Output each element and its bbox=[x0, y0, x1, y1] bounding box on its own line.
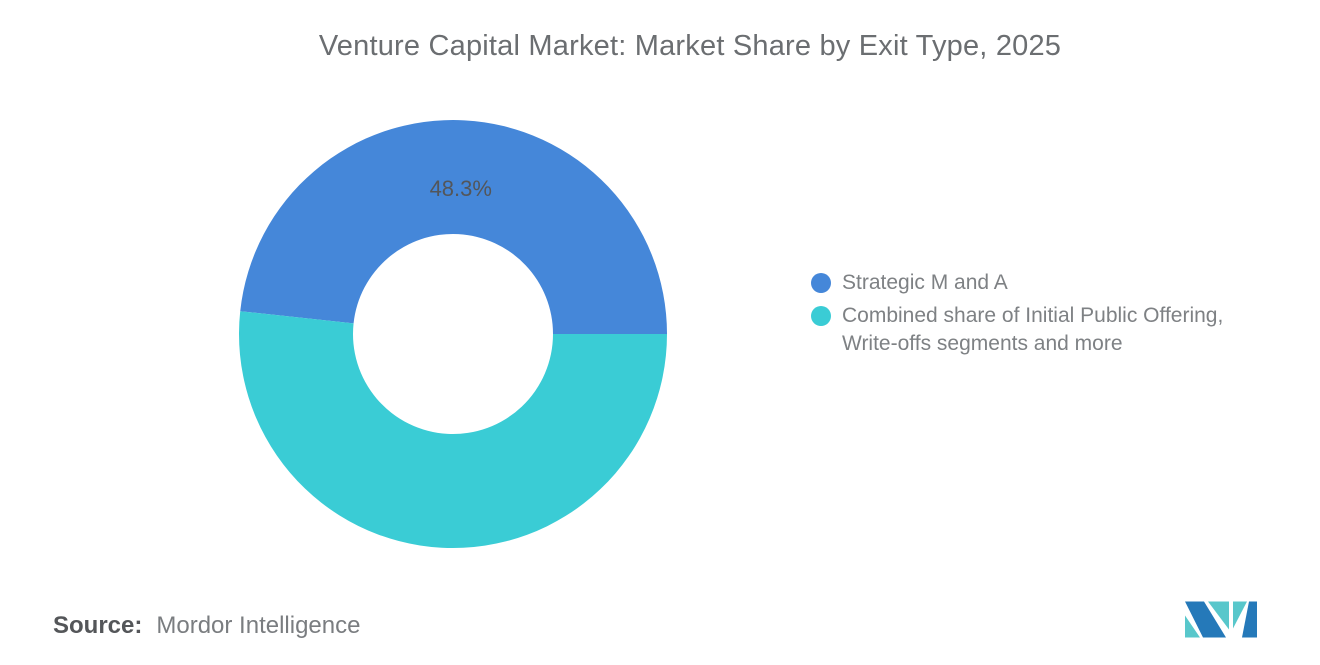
donut-chart: 48.3% bbox=[238, 120, 667, 549]
legend-marker-icon bbox=[811, 273, 831, 293]
logo-stroke-left bbox=[1185, 601, 1226, 638]
donut-segment-1[interactable] bbox=[238, 311, 667, 549]
donut-segment-0[interactable] bbox=[240, 120, 667, 334]
legend-item-combined-share[interactable]: Combined share of Initial Public Offerin… bbox=[811, 302, 1242, 358]
chart-title: Venture Capital Market: Market Share by … bbox=[318, 30, 1062, 62]
logo-triangle-bottom-left bbox=[1185, 615, 1200, 638]
legend-label: Strategic M and A bbox=[842, 271, 1008, 294]
source-value: Mordor Intelligence bbox=[156, 612, 361, 639]
legend-label: Combined share of Initial Public Offerin… bbox=[842, 304, 1224, 355]
legend: Strategic M and A Combined share of Init… bbox=[811, 269, 1242, 358]
legend-marker-icon bbox=[811, 306, 831, 326]
logo-stroke-right bbox=[1242, 601, 1257, 638]
logo-triangle-middle bbox=[1208, 601, 1229, 630]
source-label: Source: bbox=[53, 612, 143, 639]
donut-segment-label: 48.3% bbox=[430, 176, 492, 201]
source-line: Source: Mordor Intelligence bbox=[53, 611, 360, 641]
mordor-intelligence-logo bbox=[1185, 601, 1257, 638]
legend-item-strategic-m-and-a[interactable]: Strategic M and A bbox=[811, 269, 1242, 297]
logo-triangle-right bbox=[1233, 601, 1247, 629]
